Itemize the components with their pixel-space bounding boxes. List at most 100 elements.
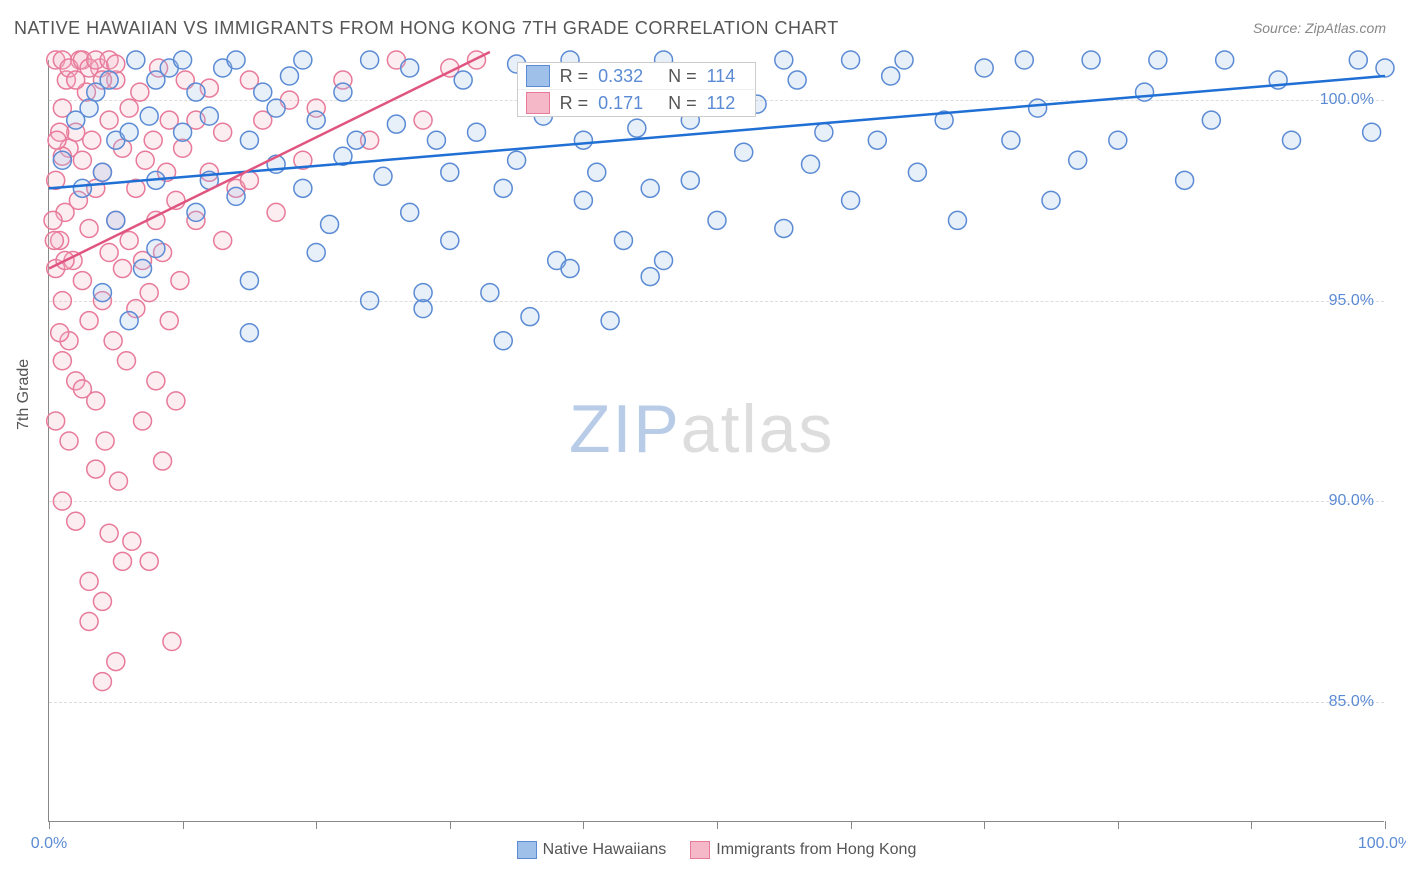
data-point bbox=[948, 211, 966, 229]
data-point bbox=[134, 260, 152, 278]
data-point bbox=[374, 167, 392, 185]
data-point bbox=[307, 244, 325, 262]
data-point bbox=[842, 51, 860, 69]
data-point bbox=[788, 71, 806, 89]
series-legend-item: Native Hawaiians bbox=[517, 841, 667, 859]
data-point bbox=[80, 612, 98, 630]
legend-r-value: 0.171 bbox=[598, 93, 658, 114]
data-point bbox=[441, 163, 459, 181]
stats-legend-row: R = 0.332 N = 114 bbox=[518, 63, 755, 90]
data-point bbox=[468, 123, 486, 141]
data-point bbox=[521, 308, 539, 326]
data-point bbox=[882, 67, 900, 85]
y-tick-label: 95.0% bbox=[1329, 292, 1374, 310]
legend-swatch bbox=[690, 841, 710, 859]
data-point bbox=[574, 191, 592, 209]
data-point bbox=[508, 151, 526, 169]
data-point bbox=[1109, 131, 1127, 149]
data-point bbox=[93, 284, 111, 302]
data-point bbox=[802, 155, 820, 173]
data-point bbox=[67, 512, 85, 530]
legend-r-value: 0.332 bbox=[598, 66, 658, 87]
data-point bbox=[93, 592, 111, 610]
x-tick bbox=[1251, 821, 1252, 829]
data-point bbox=[227, 51, 245, 69]
data-point bbox=[127, 51, 145, 69]
data-point bbox=[361, 51, 379, 69]
data-point bbox=[1136, 83, 1154, 101]
data-point bbox=[100, 244, 118, 262]
data-point bbox=[53, 151, 71, 169]
data-point bbox=[45, 231, 63, 249]
legend-n-value: 114 bbox=[707, 66, 747, 87]
data-point bbox=[83, 131, 101, 149]
data-point bbox=[93, 673, 111, 691]
data-point bbox=[107, 211, 125, 229]
data-point bbox=[80, 312, 98, 330]
data-point bbox=[254, 83, 272, 101]
data-point bbox=[123, 532, 141, 550]
data-point bbox=[154, 452, 172, 470]
data-point bbox=[60, 432, 78, 450]
data-point bbox=[113, 260, 131, 278]
data-point bbox=[895, 51, 913, 69]
series-legend: Native HawaiiansImmigrants from Hong Kon… bbox=[49, 841, 1384, 859]
data-point bbox=[109, 472, 127, 490]
x-tick-label: 0.0% bbox=[31, 835, 67, 853]
data-point bbox=[73, 380, 91, 398]
chart-title: NATIVE HAWAIIAN VS IMMIGRANTS FROM HONG … bbox=[14, 18, 839, 39]
data-point bbox=[120, 99, 138, 117]
data-point bbox=[73, 272, 91, 290]
data-point bbox=[120, 231, 138, 249]
data-point bbox=[134, 412, 152, 430]
data-point bbox=[842, 191, 860, 209]
x-tick bbox=[1118, 821, 1119, 829]
data-point bbox=[868, 131, 886, 149]
data-point bbox=[1216, 51, 1234, 69]
data-point bbox=[131, 83, 149, 101]
data-point bbox=[113, 552, 131, 570]
data-point bbox=[815, 123, 833, 141]
data-point bbox=[454, 71, 472, 89]
data-point bbox=[280, 67, 298, 85]
data-point bbox=[214, 123, 232, 141]
data-point bbox=[468, 51, 486, 69]
legend-swatch bbox=[517, 841, 537, 859]
data-point bbox=[494, 179, 512, 197]
data-point bbox=[708, 211, 726, 229]
data-point bbox=[80, 219, 98, 237]
legend-n-label: N = bbox=[668, 93, 697, 114]
legend-swatch bbox=[526, 92, 550, 114]
data-point bbox=[117, 352, 135, 370]
data-point bbox=[775, 51, 793, 69]
data-point bbox=[93, 163, 111, 181]
data-point bbox=[171, 272, 189, 290]
data-point bbox=[1202, 111, 1220, 129]
data-point bbox=[53, 352, 71, 370]
data-point bbox=[401, 203, 419, 221]
data-point bbox=[441, 231, 459, 249]
data-point bbox=[120, 123, 138, 141]
data-point bbox=[227, 187, 245, 205]
plot-area: ZIPatlas R =0.332N =114R =0.171N =112 85… bbox=[48, 60, 1384, 822]
legend-swatch bbox=[526, 65, 550, 87]
data-point bbox=[427, 131, 445, 149]
data-point bbox=[908, 163, 926, 181]
data-point bbox=[588, 163, 606, 181]
scatter-svg bbox=[49, 60, 1384, 821]
data-point bbox=[240, 272, 258, 290]
data-point bbox=[147, 372, 165, 390]
data-point bbox=[614, 231, 632, 249]
data-point bbox=[681, 171, 699, 189]
y-tick-label: 90.0% bbox=[1329, 492, 1374, 510]
data-point bbox=[53, 292, 71, 310]
data-point bbox=[51, 324, 69, 342]
data-point bbox=[240, 131, 258, 149]
data-point bbox=[160, 312, 178, 330]
legend-r-label: R = bbox=[560, 66, 589, 87]
data-point bbox=[307, 111, 325, 129]
data-point bbox=[147, 239, 165, 257]
legend-n-label: N = bbox=[668, 66, 697, 87]
y-axis-label: 7th Grade bbox=[15, 359, 33, 430]
x-tick bbox=[450, 821, 451, 829]
